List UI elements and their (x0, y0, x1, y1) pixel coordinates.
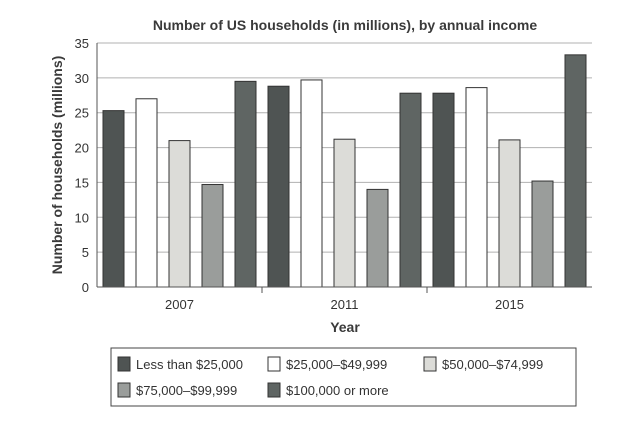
bar-2015-series-4 (564, 54, 587, 288)
legend-label: $75,000–$99,999 (136, 383, 237, 398)
y-tick-label: 0 (82, 280, 89, 295)
legend-swatch (423, 356, 437, 372)
axes (96, 43, 592, 293)
legend: Less than $25,000 $25,000–$49,999 $50,000–… (110, 347, 577, 407)
bar-2015-series-1 (465, 87, 488, 288)
legend-label: $100,000 or more (286, 383, 389, 398)
x-tick-label: 2007 (165, 297, 194, 312)
legend-label: $25,000–$49,999 (286, 357, 387, 372)
y-tick-label: 30 (75, 71, 89, 86)
legend-swatch (117, 356, 131, 372)
y-tick-label: 35 (75, 36, 89, 51)
y-tick-label: 20 (75, 141, 89, 156)
bar-2007-series-1 (135, 98, 158, 288)
y-axis-label: Number of households (millions) (49, 56, 65, 275)
bars (102, 54, 587, 288)
bar-2007-series-2 (168, 140, 191, 288)
legend-swatch (117, 382, 131, 398)
x-tick-labels: 2007 2011 2015 (165, 297, 524, 312)
bar-2011-series-0 (267, 85, 290, 288)
y-tick-label: 25 (75, 106, 89, 121)
bar-2007-series-3 (201, 184, 224, 288)
y-tick-label: 10 (75, 210, 89, 225)
x-tick-label: 2015 (495, 297, 524, 312)
bar-2015-series-2 (498, 139, 521, 288)
legend-label: $50,000–$74,999 (442, 357, 543, 372)
bar-2015-series-3 (531, 180, 554, 288)
legend-swatch (267, 382, 281, 398)
bar-2015-series-0 (432, 92, 455, 288)
chart-title: Number of US households (in millions), b… (153, 17, 537, 33)
legend-label: Less than $25,000 (136, 357, 243, 372)
legend-box (110, 347, 577, 407)
bar-2007-series-4 (234, 80, 257, 288)
bar-2011-series-4 (399, 92, 422, 288)
bar-2007-series-0 (102, 110, 125, 288)
bar-2011-series-2 (333, 138, 356, 288)
bar-2011-series-1 (300, 79, 323, 288)
x-tick-label: 2011 (331, 297, 359, 312)
y-tick-labels: 0 5 10 15 20 25 30 35 (75, 36, 89, 295)
x-axis-label: Year (330, 319, 360, 335)
bar-2011-series-3 (366, 188, 389, 288)
y-tick-label: 15 (75, 175, 89, 190)
legend-swatch (267, 356, 281, 372)
y-tick-label: 5 (82, 245, 89, 260)
